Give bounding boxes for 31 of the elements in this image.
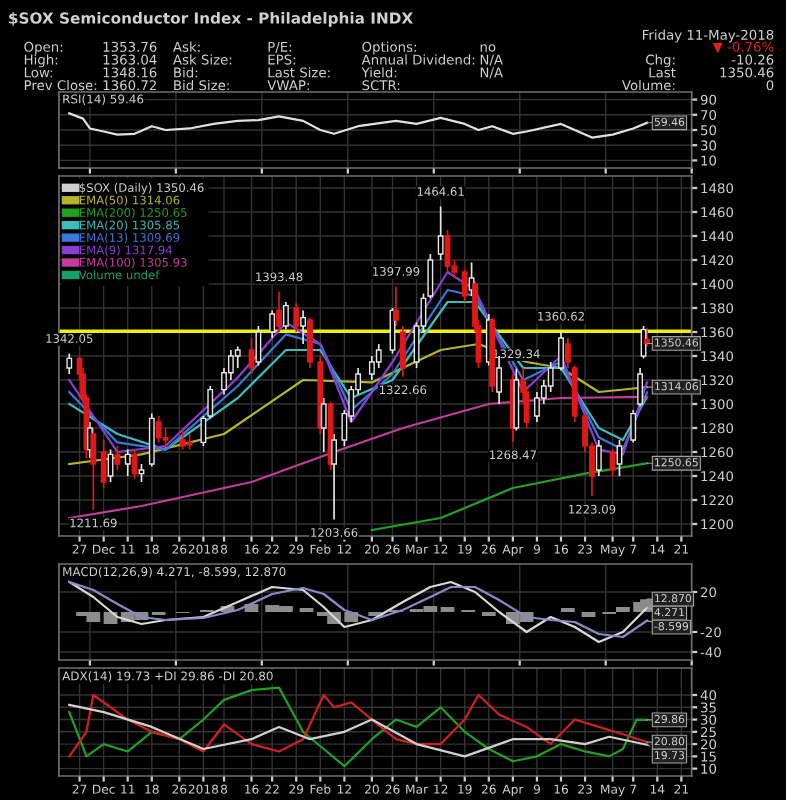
candlestick <box>138 463 145 483</box>
candlestick <box>609 448 616 477</box>
candlestick <box>100 439 107 489</box>
candlestick <box>331 433 337 521</box>
candlestick <box>399 325 406 378</box>
candlestick <box>148 412 155 468</box>
candlestick <box>276 290 282 333</box>
candlestick <box>393 285 399 327</box>
candlestick <box>131 448 138 480</box>
line-series <box>68 703 651 758</box>
candlestick <box>293 302 300 333</box>
candlestick <box>255 325 262 367</box>
candlestick <box>320 397 327 453</box>
candlestick <box>630 409 637 444</box>
candlestick <box>461 268 468 303</box>
candlestick <box>513 367 520 432</box>
candlestick <box>307 316 313 369</box>
candlestick <box>179 429 186 451</box>
line-series <box>68 112 649 139</box>
candlestick <box>595 439 602 477</box>
candlestick <box>637 367 644 408</box>
candlestick <box>300 309 307 345</box>
candlestick <box>66 352 73 375</box>
candlestick <box>437 205 444 261</box>
line-series <box>370 462 649 532</box>
candlestick <box>282 301 289 331</box>
candlestick <box>124 448 131 477</box>
candlestick <box>269 309 276 339</box>
candlestick <box>558 330 564 372</box>
candlestick <box>114 445 121 471</box>
candlestick <box>155 415 162 444</box>
